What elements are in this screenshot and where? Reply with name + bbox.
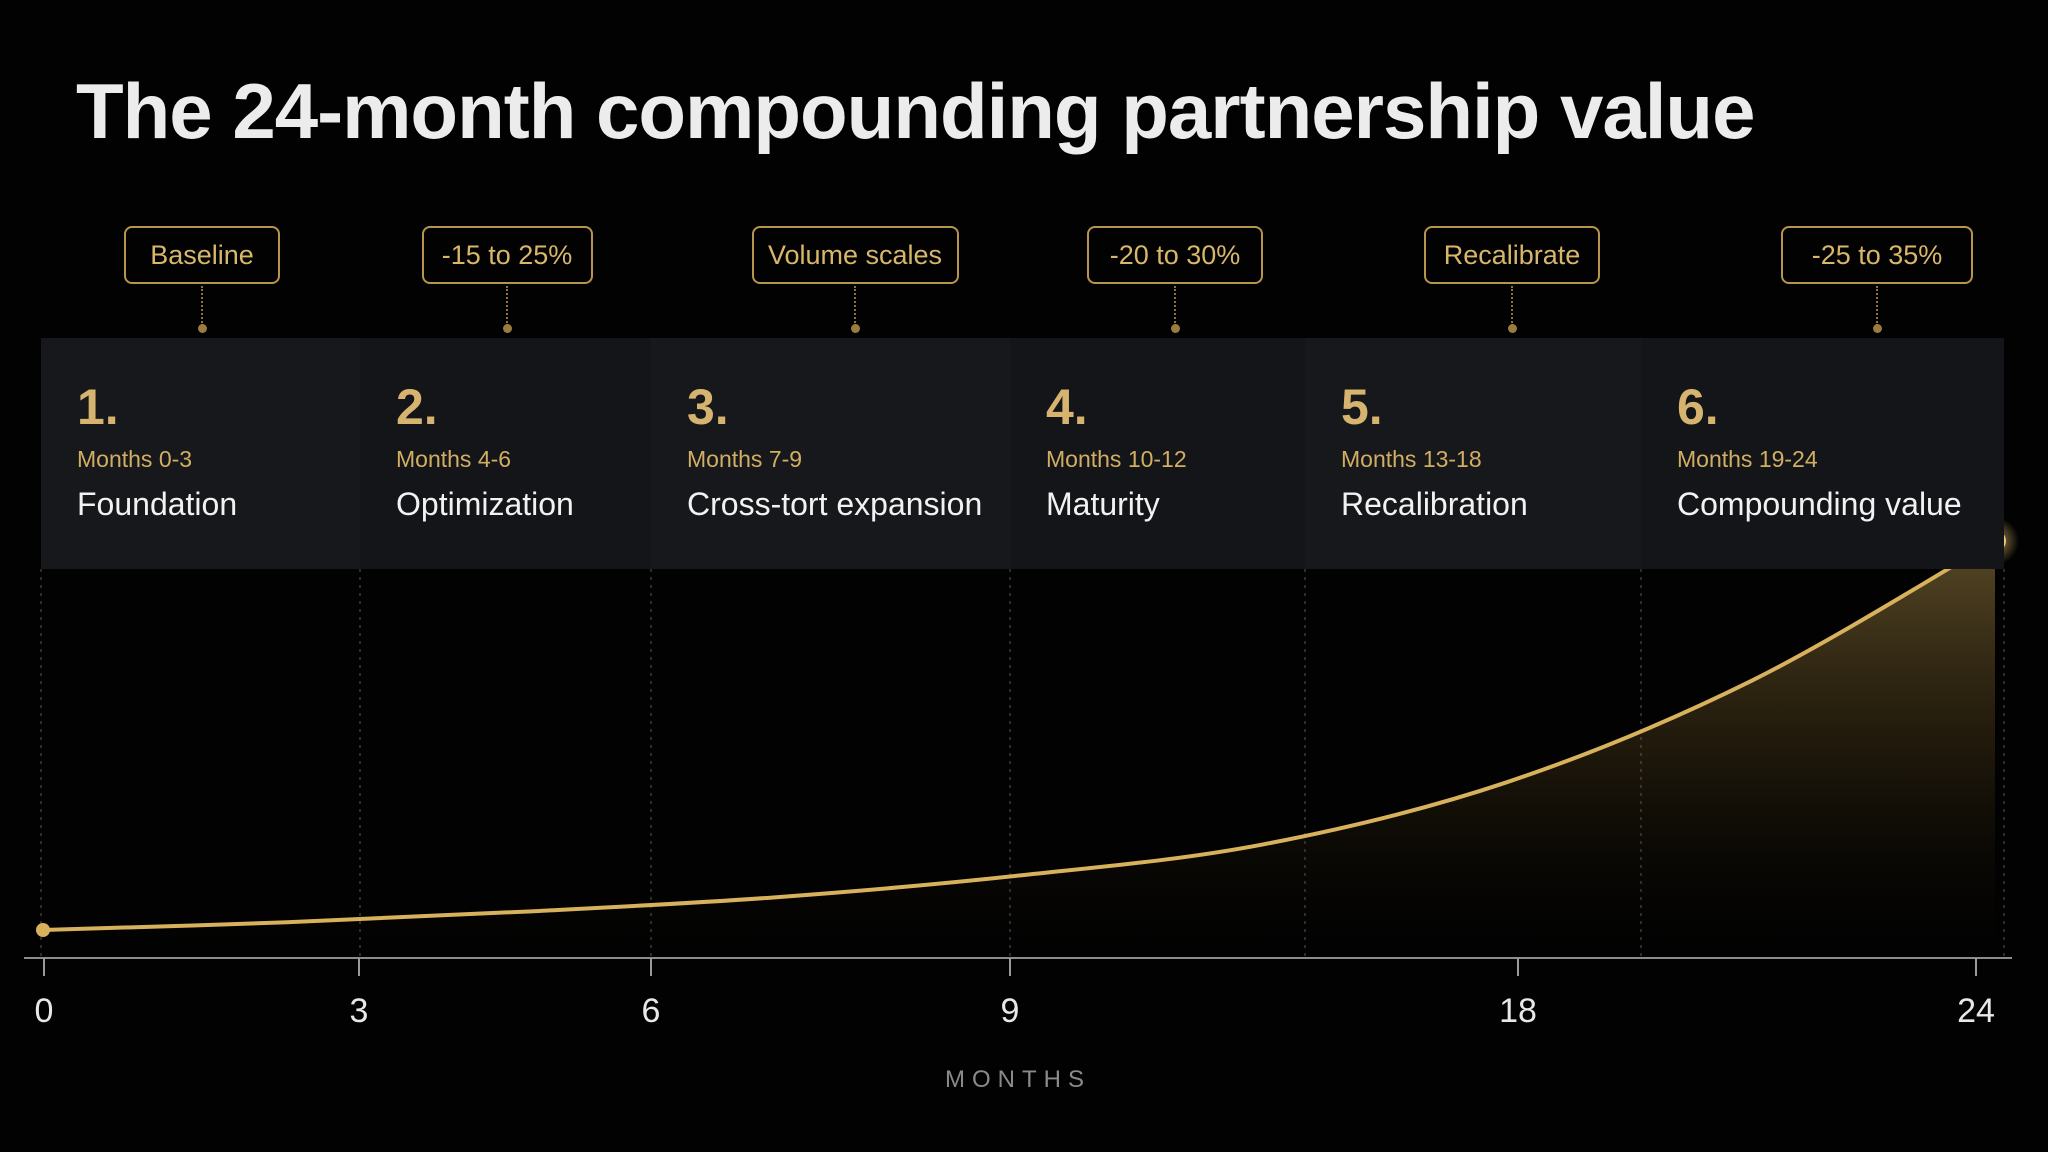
phase-name: Foundation <box>77 486 238 522</box>
phase-card: 4. Months 10-12 Maturity <box>1010 338 1305 569</box>
phase-month-range: Months 13-18 <box>1341 446 1482 472</box>
phase-number: 5. <box>1341 379 1383 435</box>
phase-name: Maturity <box>1046 486 1160 522</box>
value-line <box>42 539 1996 932</box>
phase-tag: Recalibrate <box>1424 226 1600 284</box>
tag-connector <box>854 286 856 326</box>
phase-number: 4. <box>1046 379 1088 435</box>
phase-number: 6. <box>1677 379 1719 435</box>
phase-tag: -25 to 35% <box>1781 226 1973 284</box>
phase-card: 3. Months 7-9 Cross-tort expansion <box>651 338 1010 569</box>
phase-number: 2. <box>396 379 438 435</box>
start-point <box>36 923 50 937</box>
phase-month-range: Months 7-9 <box>687 446 803 472</box>
phase-card: 2. Months 4-6 Optimization <box>360 338 651 569</box>
value-area <box>43 541 1995 958</box>
x-tick-label: 18 <box>1499 992 1537 1030</box>
phase-card: 5. Months 13-18 Recalibration <box>1305 338 1641 569</box>
tag-connector <box>1876 286 1878 326</box>
x-tick-label: 0 <box>34 992 54 1030</box>
tag-anchor-dot <box>1170 324 1180 333</box>
phase-tag: -20 to 30% <box>1087 226 1263 284</box>
phase-tag: Baseline <box>124 226 280 284</box>
phase-number: 1. <box>77 379 119 435</box>
x-tick-label: 6 <box>641 992 661 1030</box>
x-tick-label: 9 <box>1000 992 1020 1030</box>
phase-month-range: Months 0-3 <box>77 446 193 472</box>
page-title: The 24-month compounding partnership val… <box>76 67 1755 155</box>
x-tick-label: 24 <box>1957 992 1995 1030</box>
phase-name: Recalibration <box>1341 486 1528 522</box>
phase-tag: -15 to 25% <box>421 226 593 284</box>
phase-name: Compounding value <box>1677 486 1962 522</box>
x-axis-title: MONTHS <box>945 1066 1091 1093</box>
tag-anchor-dot <box>502 324 512 333</box>
x-tick-label: 3 <box>349 992 369 1030</box>
phase-card: 1. Months 0-3 Foundation <box>41 338 360 569</box>
phase-month-range: Months 10-12 <box>1046 446 1187 472</box>
tag-anchor-dot <box>197 324 207 333</box>
tag-anchor-dot <box>1872 324 1882 333</box>
phase-month-range: Months 4-6 <box>396 446 512 472</box>
tag-connector <box>1511 286 1513 326</box>
phase-tag: Volume scales <box>751 226 959 284</box>
phase-number: 3. <box>687 379 729 435</box>
phase-name: Optimization <box>396 486 574 522</box>
phase-month-range: Months 19-24 <box>1677 446 1818 472</box>
tag-connector <box>506 286 508 326</box>
phase-name: Cross-tort expansion <box>687 486 983 522</box>
tag-anchor-dot <box>1507 324 1517 333</box>
tag-connector <box>201 286 203 326</box>
tag-connector <box>1174 286 1176 326</box>
tag-anchor-dot <box>850 324 860 333</box>
phase-card: 6. Months 19-24 Compounding value <box>1641 338 2004 569</box>
